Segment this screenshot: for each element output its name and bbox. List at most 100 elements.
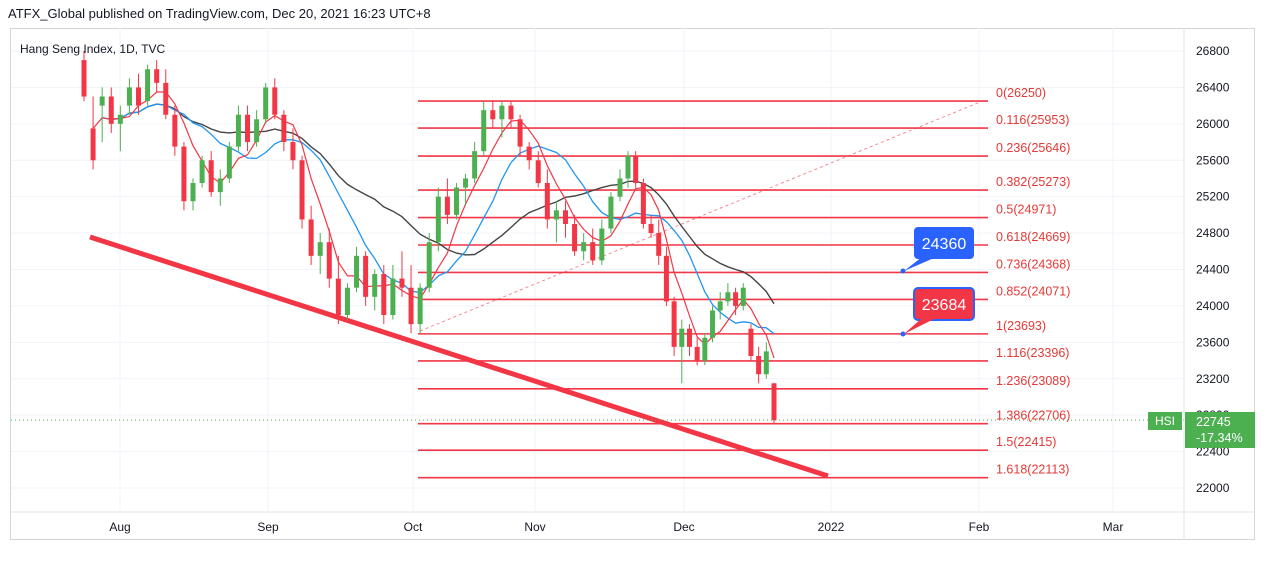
candle: [535, 151, 541, 188]
y-tick-label: 25600: [1196, 153, 1230, 167]
candle: [217, 169, 223, 206]
x-tick-label: Oct: [404, 520, 423, 534]
candle: [81, 51, 87, 102]
candle: [572, 214, 578, 256]
sma-slow-line: [111, 103, 775, 305]
candle: [481, 101, 487, 156]
price-badge-symbol: HSI: [1155, 414, 1175, 428]
candle: [771, 383, 777, 425]
candle: [245, 105, 251, 152]
trend-line: [89, 234, 829, 479]
callout-23684[interactable]: 23684: [900, 287, 975, 337]
candle: [625, 151, 631, 188]
candle: [463, 173, 469, 206]
y-tick-label: 26800: [1196, 44, 1230, 58]
fibonacci-anchor-line: [419, 99, 986, 332]
candle: [254, 110, 260, 147]
candle: [472, 142, 478, 184]
candle: [381, 264, 387, 325]
x-tick-label: Mar: [1103, 520, 1124, 534]
fib-label: 1.5(22415): [996, 435, 1056, 449]
candle: [671, 296, 677, 356]
candle: [435, 187, 441, 252]
fib-label: 1.618(22113): [996, 463, 1069, 477]
candle: [272, 78, 278, 120]
y-tick-label: 22400: [1196, 445, 1230, 459]
candle: [126, 78, 132, 115]
callout-label-blue: 24360: [922, 236, 967, 253]
candles: [81, 51, 777, 425]
candle: [702, 333, 708, 366]
fib-label: 0.618(24669): [996, 230, 1070, 244]
candle: [686, 324, 692, 356]
candle: [508, 101, 514, 129]
callout-box-red: [913, 287, 975, 321]
candle: [335, 255, 341, 325]
candle: [235, 105, 241, 152]
candle: [344, 283, 350, 320]
price-badge-price: 22745: [1196, 415, 1231, 429]
candle: [163, 69, 169, 120]
symbol-title: Hang Seng Index, 1D, TVC: [20, 42, 166, 56]
candle: [417, 283, 423, 334]
candle: [108, 87, 114, 133]
chart-frame: [10, 28, 1255, 540]
candle: [408, 264, 414, 334]
fib-label: 0.116(25953): [996, 113, 1069, 127]
candle: [226, 142, 232, 184]
candle: [608, 192, 614, 234]
candle: [308, 205, 314, 265]
candle: [399, 251, 405, 297]
sma-mid-line: [102, 103, 775, 335]
candle: [199, 155, 205, 188]
candle: [748, 324, 754, 361]
candle: [117, 105, 123, 152]
candle: [694, 337, 700, 366]
candle: [553, 201, 559, 243]
y-tick-label: 22000: [1196, 481, 1230, 495]
candle: [190, 178, 196, 211]
candle: [599, 219, 605, 265]
candle: [290, 128, 296, 170]
candle: [526, 142, 532, 170]
fib-label: 1.116(23396): [996, 346, 1069, 360]
candle: [263, 82, 269, 124]
callout-label-red: 23684: [922, 297, 967, 314]
fib-label: 0.852(24071): [996, 284, 1070, 298]
callout-pointer-blue: [904, 257, 934, 271]
y-tick-label: 24800: [1196, 226, 1230, 240]
candle: [740, 283, 746, 311]
published-by-header: ATFX_Global published on TradingView.com…: [8, 6, 431, 21]
candle: [717, 292, 723, 320]
fib-label: 1.236(23089): [996, 374, 1070, 388]
candle: [372, 269, 378, 311]
callout-24360[interactable]: 24360: [900, 227, 975, 274]
x-axis: Aug Sep Oct Nov Dec 2022 Feb Mar: [109, 520, 1123, 534]
fib-label: 1(23693): [996, 319, 1046, 333]
price-badge-value-box: [1185, 412, 1255, 448]
candle: [562, 201, 568, 238]
candle: [663, 246, 669, 306]
candle: [581, 233, 587, 261]
callout-pointer-red: [904, 318, 934, 334]
price-badge-change: -17.34%: [1196, 431, 1243, 445]
x-tick-label: Feb: [969, 520, 990, 534]
x-tick-label: Sep: [257, 520, 279, 534]
candle: [390, 264, 396, 320]
fib-label: 0.236(25646): [996, 141, 1070, 155]
y-axis: 2200022400228002320023600240002440024800…: [1196, 44, 1230, 495]
fib-label: 1.386(22706): [996, 409, 1070, 423]
candle: [763, 342, 769, 379]
fib-label: 0(26250): [996, 86, 1046, 100]
price-badge-symbol-box: [1148, 412, 1182, 430]
x-tick-label: 2022: [818, 520, 845, 534]
candle: [648, 214, 654, 238]
y-tick-label: 23200: [1196, 372, 1230, 386]
candle: [633, 151, 639, 188]
candle: [426, 233, 432, 293]
callout-anchor-blue: [900, 268, 906, 274]
candle: [363, 251, 369, 306]
y-tick-label: 26400: [1196, 80, 1230, 94]
candle: [299, 155, 305, 229]
